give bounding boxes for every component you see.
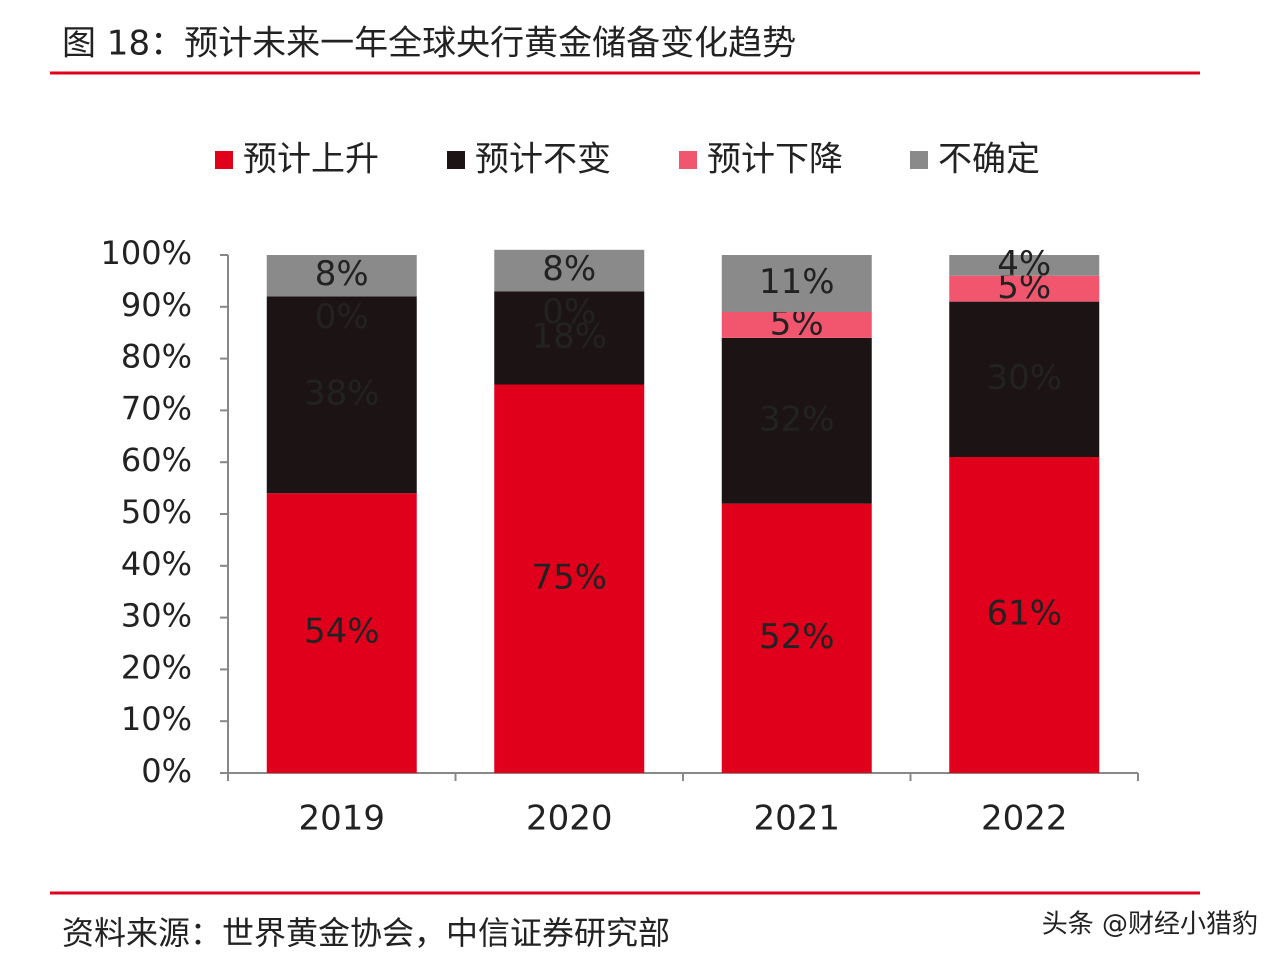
data-label: 11%: [759, 262, 835, 302]
legend-label: 不确定: [938, 140, 1040, 180]
legend-label: 预计上升: [243, 140, 379, 180]
y-tick-label: 90%: [121, 286, 192, 324]
legend-label: 预计下降: [707, 140, 843, 180]
bar-segment: [266, 255, 417, 297]
data-label: 54%: [304, 612, 380, 652]
y-tick-label: 80%: [121, 338, 192, 376]
bar-segment: [949, 275, 1100, 302]
bar-segment: [949, 255, 1100, 276]
y-tick-label: 40%: [121, 545, 192, 583]
data-label: 8%: [542, 249, 596, 289]
chart-title: 图 18：预计未来一年全球央行黄金储备变化趋势: [62, 24, 796, 64]
watermark: 头条 @财经小猎豹: [1042, 910, 1258, 940]
legend-label: 预计不变: [475, 140, 611, 180]
y-tick-label: 50%: [121, 493, 192, 531]
bar-segment: [949, 301, 1100, 458]
data-label: 4%: [997, 244, 1051, 284]
y-tick-label: 10%: [121, 700, 192, 738]
legend-swatch: [215, 151, 233, 169]
bar-segment: [494, 384, 645, 773]
x-tick-label: 2022: [981, 799, 1068, 839]
bar-segment: [494, 249, 645, 292]
x-tick-label: 2019: [298, 799, 385, 839]
y-tick-label: 0%: [141, 752, 192, 790]
bar-segment: [266, 296, 417, 494]
bar-segment: [266, 493, 417, 773]
source: 资料来源：世界黄金协会，中信证券研究部: [62, 914, 670, 952]
data-label: 38%: [304, 373, 380, 413]
bar-segment: [721, 337, 872, 504]
data-label: 75%: [531, 557, 607, 597]
legend-swatch: [447, 151, 465, 169]
data-label: 18%: [531, 316, 607, 356]
data-label: 32%: [759, 399, 835, 439]
y-tick-label: 60%: [121, 441, 192, 479]
x-tick-label: 2021: [753, 799, 840, 839]
data-label: 0%: [315, 297, 369, 337]
y-tick-label: 20%: [121, 648, 192, 686]
bar-segment: [721, 255, 872, 312]
bar-segment: [721, 311, 872, 338]
legend-swatch: [679, 151, 697, 169]
data-label: 52%: [759, 617, 835, 657]
bar-segment: [949, 457, 1100, 773]
bar-segment: [721, 503, 872, 773]
bar-segment: [494, 291, 645, 385]
data-label: 61%: [986, 594, 1062, 634]
y-tick-label: 70%: [121, 389, 192, 427]
y-tick-label: 100%: [101, 234, 192, 272]
data-label: 30%: [986, 358, 1062, 398]
y-tick-label: 30%: [121, 597, 192, 635]
data-label: 0%: [542, 292, 596, 332]
x-tick-label: 2020: [526, 799, 613, 839]
legend-swatch: [910, 151, 928, 169]
data-label: 8%: [315, 254, 369, 294]
